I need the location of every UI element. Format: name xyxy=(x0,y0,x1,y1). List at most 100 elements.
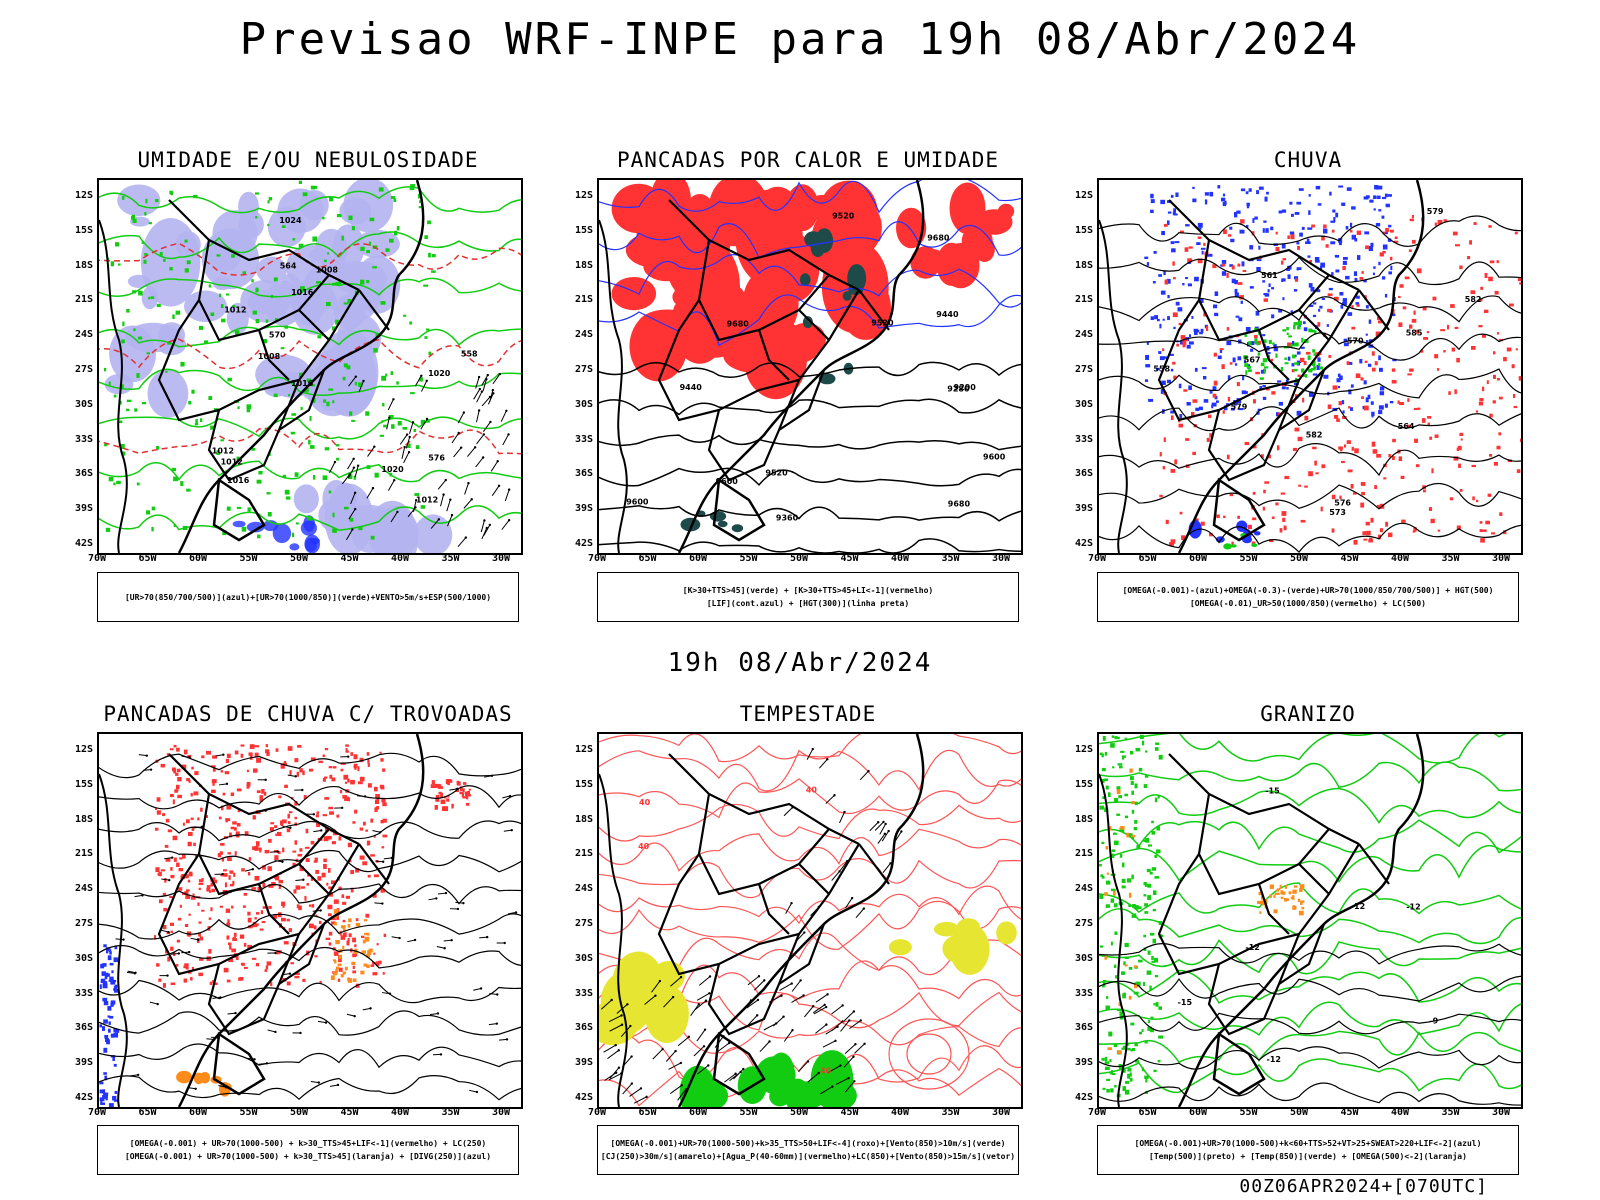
humidity-area-green xyxy=(143,259,147,264)
storm-area-red xyxy=(357,781,363,785)
rain-area-blue xyxy=(1154,315,1159,320)
rain-area-blue xyxy=(1367,363,1372,367)
height-contour xyxy=(599,505,1021,522)
rain-area-blue xyxy=(1256,411,1260,415)
streamline-arrow xyxy=(444,891,448,895)
streamline-arrow xyxy=(372,830,381,833)
humidity-contour-green xyxy=(99,231,521,260)
rain-area-blue xyxy=(1185,224,1190,227)
storm-area-red xyxy=(240,744,245,747)
humidity-area-green xyxy=(113,394,117,398)
rain-area-blue xyxy=(1316,289,1321,293)
wind-vector xyxy=(835,1077,849,1085)
storm-area-red xyxy=(188,832,193,837)
humidity-area-green xyxy=(257,534,261,539)
rain-area-red xyxy=(1515,348,1518,351)
divergence-area-blue xyxy=(100,963,105,969)
rain-area-blue xyxy=(1378,261,1381,266)
panel-title: PANCADAS DE CHUVA C/ TROVOADAS xyxy=(103,702,513,726)
rain-area-red xyxy=(1309,260,1312,263)
temp850-contour xyxy=(1114,931,1118,935)
latitude-label: 12S xyxy=(1074,744,1093,755)
humidity-area-green xyxy=(195,419,198,425)
streamline xyxy=(99,820,521,842)
contour-label: -9 xyxy=(1429,1017,1438,1026)
humidity-area-green xyxy=(396,226,400,231)
longitude-label: 35W xyxy=(441,553,460,564)
humidity-area-green xyxy=(354,381,357,386)
storm-area-red xyxy=(262,865,266,870)
divergence-area-blue xyxy=(107,1015,110,1018)
rain-area-red xyxy=(1479,398,1484,402)
rain-area-red xyxy=(1242,270,1247,273)
storm-area-red xyxy=(188,913,191,916)
storm-area-red xyxy=(163,907,168,912)
storm-area-red xyxy=(275,875,280,881)
streamline-arrow xyxy=(187,950,191,954)
rain-area-blue xyxy=(1258,245,1261,250)
wind-vector xyxy=(806,748,814,760)
storm-area-red xyxy=(243,942,247,947)
rain-area-blue xyxy=(1209,191,1214,197)
storm-area-red xyxy=(322,754,325,758)
wind-vector xyxy=(694,1000,707,1010)
instability-area-red xyxy=(636,218,677,251)
storm-area-red xyxy=(305,828,309,834)
wind-vector xyxy=(717,1042,730,1052)
wind-vector xyxy=(352,466,356,469)
rain-area-red xyxy=(1489,454,1493,457)
temp850-contour xyxy=(1108,1031,1113,1037)
storm-area-red xyxy=(190,817,194,820)
streamline-arrow xyxy=(221,872,224,876)
wind-vector xyxy=(497,484,501,487)
wind-vector xyxy=(874,821,884,831)
rain-area-blue xyxy=(1336,378,1341,383)
state-border xyxy=(168,199,360,291)
rain-area-blue xyxy=(1260,369,1265,374)
rain-area-red xyxy=(1346,440,1351,444)
height-contour xyxy=(599,538,1021,553)
humidity-area-green xyxy=(145,198,148,204)
rain-area-red xyxy=(1476,499,1479,503)
storm-area-orange xyxy=(351,961,356,965)
wind-vector xyxy=(347,458,355,470)
humidity-area-blue xyxy=(293,484,319,514)
rain-area-blue xyxy=(1148,398,1154,402)
rain-area-blue xyxy=(1303,327,1308,332)
temp850-contour xyxy=(1127,1073,1131,1079)
legend-line: [UR>70(850/700/500)](azul)+[UR>70(1000/8… xyxy=(124,592,492,602)
wind-vector xyxy=(609,1067,620,1079)
rain-area-blue xyxy=(1249,341,1255,346)
wind-vector xyxy=(848,1019,851,1022)
rain-area-blue xyxy=(1268,283,1271,288)
humidity-area-green xyxy=(379,434,385,437)
wind-vector xyxy=(442,493,445,496)
temp850-contour xyxy=(1147,1026,1152,1031)
rain-area-blue xyxy=(1182,283,1185,286)
rain-area-red xyxy=(1276,445,1280,451)
rain-area-blue xyxy=(1177,307,1183,312)
rain-area-red xyxy=(1237,282,1243,285)
storm-area-red xyxy=(164,878,167,883)
wind-vector xyxy=(633,1096,647,1104)
storm-area-red xyxy=(157,873,162,876)
wind-vector xyxy=(341,474,351,485)
rain-area-blue xyxy=(1345,275,1350,280)
humidity-area-green xyxy=(108,477,114,482)
humidity-area-green xyxy=(121,339,125,344)
panel-title: PANCADAS POR CALOR E UMIDADE xyxy=(616,148,999,172)
temp850-contour xyxy=(1111,849,1116,853)
rain-area-red xyxy=(1179,511,1183,515)
storm-area-orange xyxy=(366,964,370,968)
wind-vector xyxy=(459,446,463,449)
rain-area-blue xyxy=(1381,276,1386,280)
rain-area-red xyxy=(1459,265,1463,270)
rain-area-red xyxy=(1389,256,1393,261)
rain-area-blue xyxy=(1296,201,1302,205)
streamline-arrow xyxy=(508,911,517,915)
storm-area-red xyxy=(176,784,180,790)
storm-area-red xyxy=(294,801,298,806)
rain-area-red xyxy=(1369,537,1373,540)
rain-area-red xyxy=(1164,279,1169,285)
humidity-area-green xyxy=(163,258,166,262)
